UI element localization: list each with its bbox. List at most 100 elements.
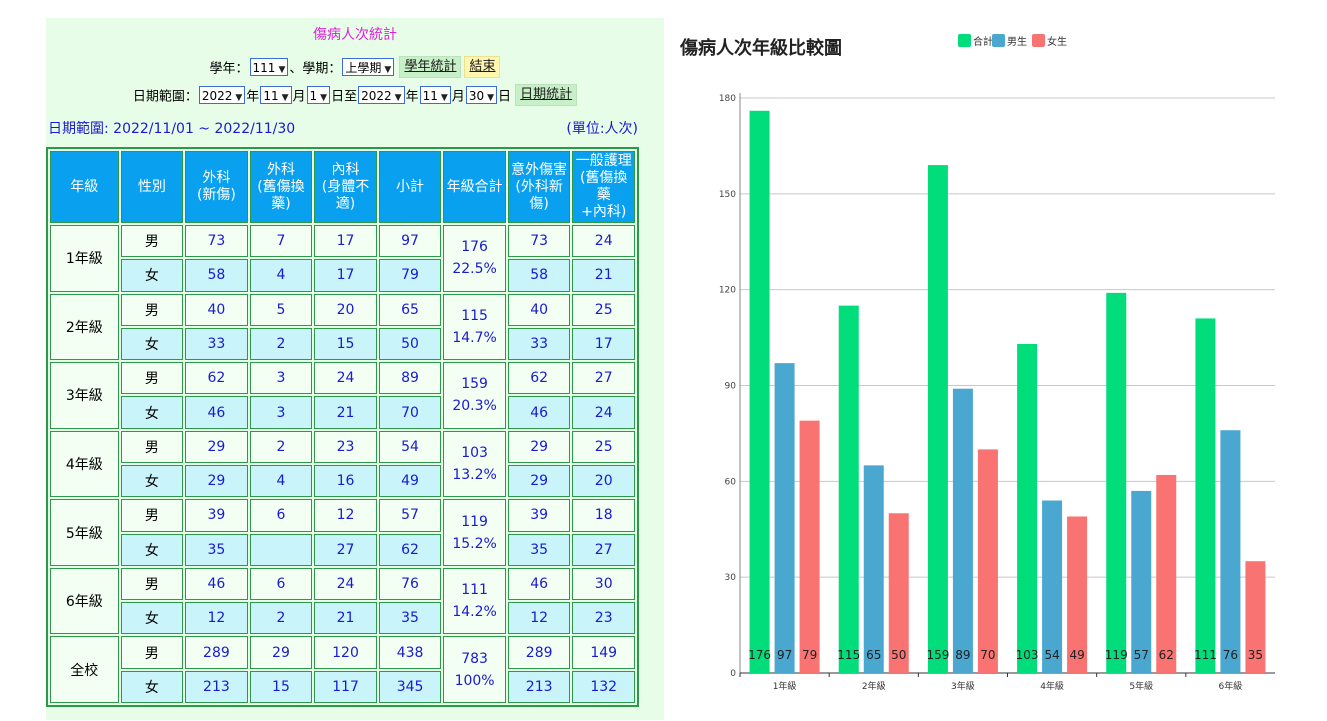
header-grade-total: 年級合計 — [443, 151, 506, 223]
grade-cell: 4年級 — [50, 430, 119, 498]
accident-cell: 213 — [507, 670, 571, 703]
bar — [749, 110, 770, 674]
bar — [1245, 561, 1266, 673]
table-row: 1年級男 73 7 17 97 176 22.5% 73 24 — [50, 225, 635, 292]
value-cell: 213 — [185, 670, 248, 703]
page-title: 傷病人次統計 — [313, 27, 397, 43]
to-month-select[interactable]: 11 ▼ — [419, 86, 451, 104]
accident-cell: 289 — [507, 636, 571, 669]
sex-cell: 女 — [120, 259, 184, 292]
semester-select[interactable]: 上學期 ▼ — [342, 58, 395, 76]
chevron-down-icon: ▼ — [320, 93, 328, 103]
care-cell: 27 — [572, 533, 635, 566]
data-label: 35 — [1248, 648, 1263, 662]
grade-total-percent: 20.3% — [452, 398, 497, 415]
sex-cell: 女 — [120, 327, 184, 361]
value-cell: 50 — [378, 327, 442, 361]
table-row: 女 33 2 15 50 33 17 — [50, 327, 635, 361]
data-label: 54 — [1044, 648, 1059, 662]
year-stats-button[interactable]: 學年統計 — [399, 56, 462, 78]
bar — [863, 465, 884, 673]
grade-total-percent: 14.7% — [452, 329, 497, 346]
date-range-label: 日期範圍： — [132, 89, 198, 105]
bar — [888, 513, 909, 673]
grade-total-cell: 159 20.3% — [443, 362, 506, 429]
date-stats-button[interactable]: 日期統計 — [515, 84, 578, 106]
unit-note: (單位:人次) — [566, 121, 638, 137]
data-label: 176 — [748, 648, 771, 662]
data-label: 115 — [837, 648, 860, 662]
care-cell: 23 — [572, 602, 635, 635]
care-cell: 132 — [572, 670, 635, 703]
value-cell: 12 — [314, 499, 377, 532]
value-cell: 17 — [314, 225, 377, 258]
bar — [952, 388, 973, 673]
bar — [1220, 430, 1241, 673]
chevron-down-icon: ▼ — [278, 65, 286, 75]
bar — [927, 165, 948, 674]
header-subtotal: 小計 — [378, 151, 442, 223]
care-cell: 25 — [572, 430, 635, 463]
data-label: 62 — [1159, 648, 1174, 662]
from-day-select[interactable]: 1 ▼ — [306, 86, 331, 104]
value-cell: 35 — [185, 533, 248, 566]
from-year-select[interactable]: 2022 ▼ — [198, 86, 246, 104]
sex-cell: 男 — [120, 293, 184, 326]
value-cell: 49 — [378, 464, 442, 498]
data-label: 111 — [1194, 648, 1217, 662]
grade-cell: 1年級 — [50, 225, 119, 292]
grade-total-value: 103 — [461, 444, 488, 461]
stats-panel: 傷病人次統計 學年： 111 ▼ 、學期： 上學期 ▼ 學年統計 結束 日期範圍： 2022 ▼… — [46, 18, 664, 720]
value-cell: 20 — [314, 293, 377, 326]
year-unit-label: 年 — [246, 89, 260, 105]
bar — [1017, 343, 1038, 673]
x-tick-label: 1年級 — [773, 680, 797, 692]
data-label: 49 — [1069, 648, 1084, 662]
value-cell: 29 — [185, 430, 248, 463]
value-cell: 79 — [378, 259, 442, 292]
from-month-select[interactable]: 11 ▼ — [260, 86, 292, 104]
value-cell: 6 — [249, 567, 313, 601]
accident-cell: 46 — [507, 567, 571, 601]
bar — [977, 449, 998, 673]
accident-cell: 29 — [507, 464, 571, 498]
end-button[interactable]: 結束 — [464, 56, 501, 78]
value-cell: 120 — [314, 636, 377, 669]
to-day-select[interactable]: 30 ▼ — [465, 86, 498, 104]
value-cell: 29 — [185, 464, 248, 498]
value-cell: 58 — [185, 259, 248, 292]
x-tick-label: 3年級 — [951, 680, 975, 692]
chevron-down-icon: ▼ — [235, 93, 243, 103]
table-row: 全校男 289 29 120 438 783 100% 289 149 — [50, 636, 635, 703]
to-year-select[interactable]: 2022 ▼ — [358, 86, 405, 104]
value-cell: 73 — [185, 225, 248, 258]
bar — [1195, 318, 1216, 673]
value-cell: 4 — [249, 259, 313, 292]
sex-cell: 女 — [120, 602, 184, 635]
grade-cell: 3年級 — [50, 362, 119, 429]
value-cell: 7 — [249, 225, 313, 258]
data-label: 119 — [1105, 648, 1128, 662]
value-cell: 89 — [378, 362, 442, 395]
legend-swatch — [1032, 34, 1045, 47]
chevron-down-icon: ▼ — [487, 93, 495, 103]
value-cell: 17 — [314, 259, 377, 292]
value-cell: 62 — [185, 362, 248, 395]
y-tick-label: 30 — [725, 573, 737, 583]
value-cell: 4 — [249, 464, 313, 498]
data-label: 103 — [1016, 648, 1039, 662]
data-label: 50 — [891, 648, 906, 662]
care-cell: 30 — [572, 567, 635, 601]
header-accident: 意外傷害 (外科新傷) — [507, 151, 571, 223]
grade-total-value: 119 — [461, 513, 488, 530]
accident-cell: 40 — [507, 293, 571, 326]
chevron-down-icon: ▼ — [384, 65, 392, 75]
data-label: 97 — [777, 648, 792, 662]
school-year-select[interactable]: 111 ▼ — [249, 58, 289, 76]
value-cell: 35 — [378, 602, 442, 635]
value-cell: 15 — [249, 670, 313, 703]
table-row: 女 46 3 21 70 46 24 — [50, 396, 635, 429]
year-unit-label-2: 年 — [405, 89, 419, 105]
sex-cell: 女 — [120, 396, 184, 429]
sex-cell: 女 — [120, 670, 184, 703]
